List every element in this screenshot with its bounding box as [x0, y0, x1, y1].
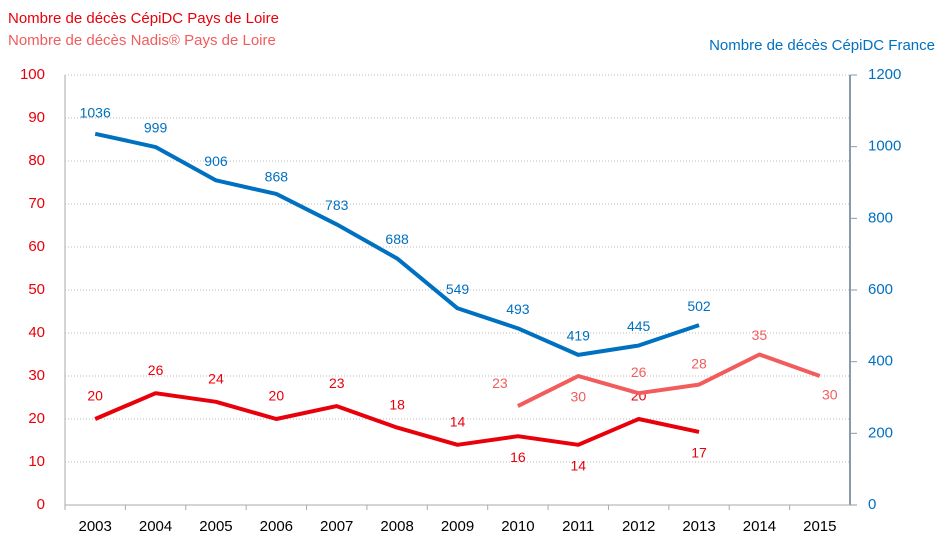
x-tick-label: 2011 — [562, 518, 594, 535]
y-tick-label: 30 — [28, 367, 45, 384]
x-tick-label: 2009 — [441, 518, 474, 535]
x-tick-label: 2015 — [803, 518, 836, 535]
data-label: 30 — [822, 387, 838, 403]
y-tick-label: 100 — [20, 66, 45, 83]
x-tick-label: 2005 — [199, 518, 232, 535]
data-label: 23 — [329, 375, 345, 391]
data-label: 26 — [148, 362, 164, 378]
y-tick-label: 0 — [37, 496, 45, 513]
x-tick-label: 2004 — [139, 518, 172, 535]
data-label: 783 — [325, 197, 349, 213]
y2-tick-label: 400 — [868, 353, 893, 370]
data-label: 906 — [204, 153, 228, 169]
x-tick-label: 2014 — [743, 518, 776, 535]
data-label: 502 — [687, 298, 711, 314]
data-label: 14 — [570, 458, 586, 474]
data-label: 493 — [506, 301, 530, 317]
x-tick-label: 2008 — [380, 518, 413, 535]
data-label: 17 — [691, 445, 707, 461]
data-label: 999 — [144, 120, 168, 136]
data-label: 419 — [567, 328, 591, 344]
data-label: 549 — [446, 281, 470, 297]
x-tick-label: 2007 — [320, 518, 353, 535]
series-line — [94, 391, 700, 447]
y2-tick-label: 200 — [868, 424, 893, 441]
data-label: 35 — [752, 327, 768, 343]
y-tick-label: 40 — [28, 324, 45, 341]
data-label: 30 — [570, 389, 586, 405]
y2-tick-label: 600 — [868, 281, 893, 298]
y2-tick-label: 800 — [868, 209, 893, 226]
y-tick-label: 70 — [28, 195, 45, 212]
y2-tick-label: 1000 — [868, 138, 901, 155]
series-line — [94, 131, 700, 357]
data-label: 688 — [385, 231, 409, 247]
data-label: 16 — [510, 449, 526, 465]
data-label: 1036 — [80, 104, 111, 120]
y-tick-label: 90 — [28, 109, 45, 126]
series-line — [516, 352, 821, 408]
data-label: 18 — [389, 396, 405, 412]
x-tick-label: 2013 — [682, 518, 715, 535]
x-tick-label: 2006 — [260, 518, 293, 535]
data-label: 26 — [631, 364, 647, 380]
y-tick-label: 10 — [28, 453, 45, 470]
y-tick-label: 50 — [28, 281, 45, 298]
y2-tick-label: 1200 — [868, 66, 901, 83]
y2-tick-label: 0 — [868, 496, 876, 513]
data-label: 445 — [627, 318, 651, 334]
x-tick-label: 2010 — [501, 518, 534, 535]
legend-entry: Nombre de décès CépiDC France — [709, 37, 935, 54]
data-label: 24 — [208, 371, 224, 387]
data-label: 20 — [87, 388, 103, 404]
data-label: 20 — [269, 388, 285, 404]
y-tick-label: 80 — [28, 152, 45, 169]
data-label: 28 — [691, 355, 707, 371]
x-tick-label: 2003 — [79, 518, 112, 535]
legend-entry: Nombre de décès Nadis® Pays de Loire — [8, 32, 276, 49]
x-tick-label: 2012 — [622, 518, 655, 535]
data-label: 868 — [265, 169, 289, 185]
data-label: 14 — [450, 414, 466, 430]
y-tick-label: 20 — [28, 410, 45, 427]
data-label: 23 — [492, 375, 508, 391]
y-tick-label: 60 — [28, 238, 45, 255]
legend-entry: Nombre de décès CépiDC Pays de Loire — [8, 10, 279, 27]
